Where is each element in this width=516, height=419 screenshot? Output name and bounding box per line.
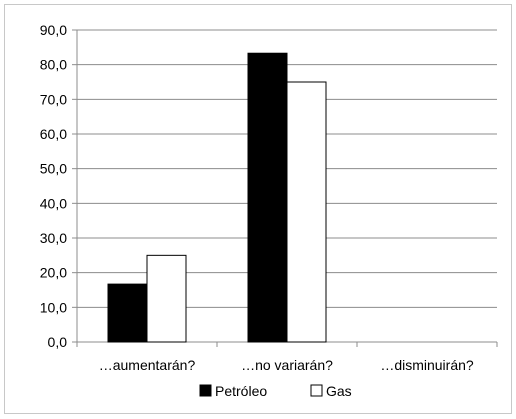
x-category-label: …disminuirán?: [380, 357, 474, 373]
x-category-label: …no variarán?: [241, 357, 333, 373]
y-tick-label: 80,0: [40, 57, 67, 73]
y-tick-label: 10,0: [40, 299, 67, 315]
y-tick-label: 20,0: [40, 265, 67, 281]
legend-label: Petróleo: [215, 383, 267, 399]
y-tick-label: 30,0: [40, 230, 67, 246]
y-tick-label: 60,0: [40, 126, 67, 142]
y-tick-label: 0,0: [48, 334, 68, 350]
legend-swatch: [199, 384, 212, 397]
bar-gas-1: [286, 81, 327, 343]
bar-petrleo-1: [247, 52, 288, 343]
y-tick-label: 70,0: [40, 91, 67, 107]
legend-label: Gas: [326, 383, 352, 399]
y-tick-label: 40,0: [40, 195, 67, 211]
bar-gas-0: [146, 254, 187, 343]
bar-petrleo-0: [107, 283, 148, 343]
legend-swatch: [310, 384, 323, 397]
x-category-label: …aumentarán?: [99, 357, 196, 373]
y-tick-label: 50,0: [40, 161, 67, 177]
y-tick-label: 90,0: [40, 22, 67, 38]
